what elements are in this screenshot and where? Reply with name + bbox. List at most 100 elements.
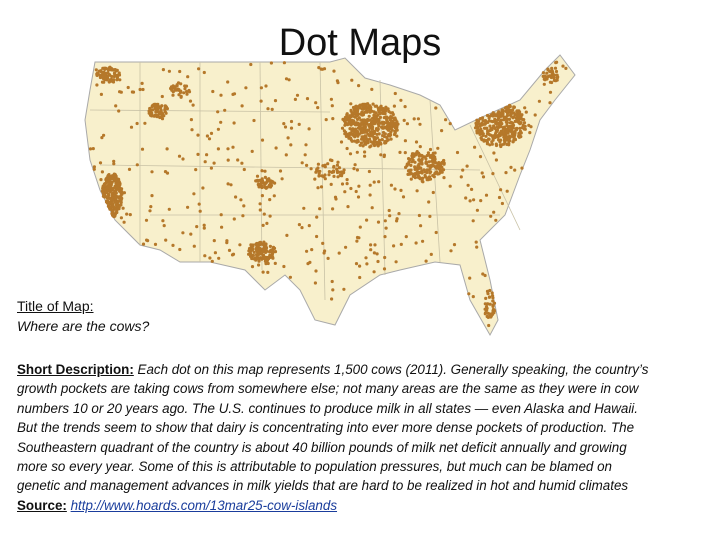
dot: [101, 71, 105, 75]
dot: [135, 121, 139, 126]
dot: [517, 110, 521, 114]
dot: [550, 80, 554, 85]
dot: [119, 199, 123, 203]
dot: [114, 207, 118, 211]
dot: [331, 207, 335, 211]
dot: [100, 170, 104, 174]
dot: [220, 225, 224, 229]
dot: [242, 167, 246, 172]
dot: [332, 69, 336, 73]
dot: [491, 299, 495, 303]
dot: [481, 175, 486, 179]
dot: [417, 151, 421, 155]
dot: [493, 135, 497, 140]
dot: [347, 119, 351, 123]
dot: [378, 141, 383, 145]
dot: [377, 107, 381, 111]
dot: [508, 139, 512, 143]
dot: [395, 217, 399, 221]
dot: [163, 170, 168, 174]
dot: [413, 172, 417, 176]
dot: [377, 180, 381, 184]
dot: [376, 144, 380, 148]
dot: [363, 150, 367, 154]
description: Short Description: Each dot on this map …: [17, 360, 648, 515]
dot: [367, 114, 371, 118]
dot: [273, 99, 278, 103]
dot: [352, 167, 356, 171]
dot: [343, 190, 347, 194]
dot: [263, 182, 267, 187]
dot: [480, 123, 485, 127]
dot: [479, 199, 483, 203]
dot: [109, 68, 113, 72]
dot: [508, 125, 512, 129]
source-link[interactable]: http://www.hoards.com/13mar25-cow-island…: [70, 497, 338, 513]
dot: [523, 127, 527, 131]
dot: [370, 134, 375, 138]
dot: [108, 200, 112, 204]
dot: [208, 256, 212, 260]
dot: [185, 92, 189, 96]
dot: [487, 137, 491, 141]
dot: [319, 185, 324, 189]
dot: [387, 109, 391, 114]
dot: [223, 108, 227, 112]
dot: [207, 137, 212, 141]
dot: [258, 246, 262, 251]
dot: [118, 90, 122, 94]
dot: [506, 131, 510, 135]
dot: [479, 136, 483, 140]
dot: [268, 255, 272, 259]
dot: [167, 207, 171, 211]
dot: [307, 127, 311, 131]
dot: [264, 242, 268, 246]
dot: [455, 150, 460, 155]
dot: [313, 281, 317, 285]
dot: [424, 157, 428, 161]
dot: [349, 102, 353, 106]
dot: [488, 124, 492, 128]
dot: [227, 248, 232, 252]
dot: [266, 270, 270, 274]
dot: [425, 168, 429, 172]
slide-title: Dot Maps: [278, 22, 442, 64]
dot: [125, 212, 129, 216]
dot: [209, 166, 213, 170]
dot: [186, 75, 190, 79]
dot: [397, 212, 401, 216]
dot: [285, 233, 289, 237]
dot: [394, 118, 398, 122]
dot: [295, 93, 300, 97]
dot: [195, 225, 199, 229]
dot: [282, 264, 286, 269]
dot: [99, 178, 103, 182]
dot: [155, 115, 159, 119]
dot: [268, 198, 272, 202]
dot: [509, 114, 513, 118]
dot: [448, 184, 452, 188]
dot: [472, 198, 476, 202]
dot: [361, 107, 365, 111]
dot: [427, 160, 431, 164]
dot: [512, 135, 516, 139]
dot: [122, 220, 126, 224]
dot: [254, 256, 258, 260]
dot: [404, 165, 408, 169]
dot: [477, 122, 481, 126]
dot: [269, 250, 273, 254]
dot: [496, 118, 500, 122]
dot: [323, 177, 327, 181]
dot: [368, 105, 372, 109]
dot: [259, 86, 263, 90]
dot: [513, 137, 518, 142]
dot: [370, 206, 374, 210]
dot: [201, 186, 205, 190]
dot: [340, 174, 344, 178]
dot: [115, 78, 119, 82]
dot: [430, 156, 434, 160]
dot: [171, 84, 175, 88]
dot: [389, 137, 393, 141]
dot: [205, 134, 209, 138]
dot: [327, 170, 331, 174]
